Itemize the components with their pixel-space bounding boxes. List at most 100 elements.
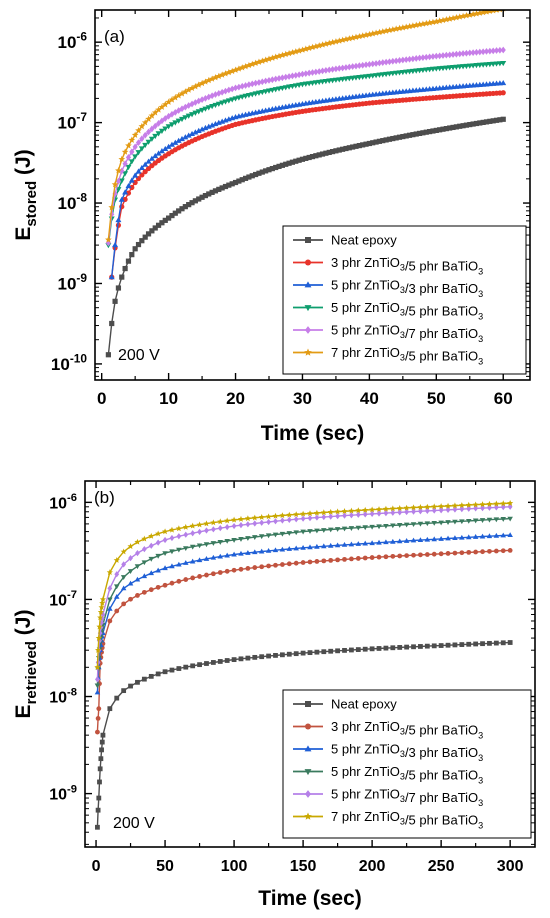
- marker-triangle-down: [348, 526, 355, 531]
- marker-star: [355, 507, 362, 514]
- marker-triangle-down: [209, 104, 216, 110]
- series-markers: [109, 90, 506, 280]
- marker-diamond: [362, 511, 368, 518]
- marker-circle: [96, 706, 102, 712]
- marker-square: [335, 648, 341, 654]
- marker-circle: [397, 553, 403, 559]
- marker-star: [251, 514, 258, 521]
- marker-diamond: [336, 65, 342, 72]
- marker-circle: [411, 552, 416, 558]
- marker-diamond: [430, 53, 436, 60]
- marker-circle: [445, 551, 451, 556]
- series-markers: [94, 499, 514, 670]
- marker-diamond: [197, 528, 202, 535]
- marker-star: [118, 155, 126, 163]
- marker-square: [252, 654, 258, 660]
- marker-triangle-up: [125, 182, 132, 189]
- marker-star: [135, 127, 142, 134]
- marker-diamond: [453, 50, 459, 58]
- marker-triangle-down: [327, 527, 334, 533]
- marker-diamond: [142, 131, 148, 139]
- marker-triangle-down: [252, 535, 258, 540]
- marker-triangle-down: [266, 88, 272, 94]
- marker-square: [493, 640, 499, 646]
- marker-square: [460, 123, 466, 129]
- marker-triangle-down: [279, 531, 286, 537]
- marker-star: [486, 500, 493, 507]
- marker-diamond: [355, 511, 361, 518]
- series-line: [96, 534, 511, 693]
- marker-square: [431, 643, 437, 649]
- x-tick-label: 40: [360, 389, 379, 408]
- marker-square: [107, 706, 113, 712]
- marker-diamond: [418, 508, 423, 515]
- marker-triangle-up: [348, 541, 355, 547]
- marker-star: [188, 84, 196, 92]
- marker-diamond: [457, 50, 463, 58]
- marker-square: [403, 133, 409, 139]
- marker-square: [497, 117, 503, 123]
- marker-square: [427, 128, 433, 135]
- marker-triangle-down: [132, 154, 139, 160]
- marker-circle: [224, 568, 230, 574]
- marker-diamond: [493, 504, 499, 511]
- marker-triangle-down: [390, 523, 396, 529]
- marker-star: [99, 596, 107, 603]
- marker-square: [196, 196, 202, 202]
- marker-triangle-down: [224, 539, 230, 544]
- legend-item: 5 phr ZnTiO3/7 phr BaTiO3: [293, 323, 483, 344]
- marker-square: [346, 145, 352, 151]
- marker-triangle-up: [327, 542, 334, 548]
- marker-triangle-up: [300, 544, 306, 550]
- marker-triangle-up: [162, 565, 168, 571]
- marker-triangle-down: [334, 527, 341, 532]
- marker-star: [208, 75, 216, 82]
- y-tick-label: 10-6: [49, 492, 77, 512]
- marker-triangle-down: [148, 136, 155, 142]
- marker-triangle-up: [500, 79, 507, 86]
- marker-diamond: [139, 135, 145, 143]
- marker-circle: [176, 578, 182, 584]
- marker-star: [309, 43, 316, 51]
- marker-square: [300, 650, 306, 656]
- marker-diamond: [397, 509, 403, 516]
- marker-square: [95, 824, 100, 830]
- marker-diamond: [279, 517, 285, 524]
- marker-triangle-up: [438, 536, 444, 541]
- marker-square: [135, 679, 140, 685]
- marker-diamond: [263, 77, 269, 85]
- marker-triangle-down: [215, 101, 222, 107]
- marker-triangle-down: [196, 543, 203, 549]
- marker-triangle-up: [152, 152, 159, 159]
- marker-circle: [305, 723, 311, 730]
- marker-square: [186, 202, 192, 208]
- marker-triangle-up: [396, 538, 403, 544]
- marker-triangle-up: [138, 164, 145, 171]
- marker-square: [410, 132, 416, 138]
- marker-square: [406, 132, 413, 138]
- marker-diamond: [420, 54, 426, 62]
- legend-box: [282, 225, 527, 375]
- marker-square: [269, 165, 275, 172]
- marker-square: [229, 181, 235, 187]
- marker-diamond: [114, 571, 120, 578]
- marker-diamond: [176, 533, 182, 540]
- marker-triangle-down: [245, 92, 252, 99]
- marker-triangle-up: [183, 560, 189, 565]
- marker-circle: [183, 577, 189, 582]
- marker-diamond: [500, 46, 506, 54]
- marker-diamond: [152, 122, 158, 130]
- marker-square: [105, 352, 111, 358]
- marker-diamond: [293, 71, 299, 79]
- marker-triangle-up: [141, 573, 148, 579]
- marker-star: [127, 543, 134, 550]
- marker-diamond: [452, 506, 458, 513]
- marker-star: [217, 518, 224, 525]
- marker-diamond: [416, 54, 423, 62]
- marker-triangle-up: [238, 550, 244, 556]
- marker-circle: [238, 566, 244, 572]
- marker-diamond: [329, 66, 336, 73]
- marker-diamond: [256, 79, 262, 86]
- marker-diamond: [238, 522, 244, 529]
